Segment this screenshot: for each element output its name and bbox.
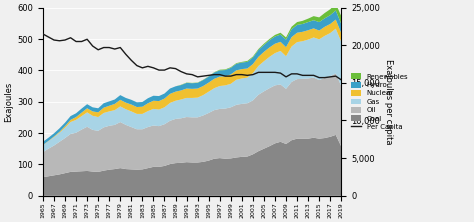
Y-axis label: Exajoules: Exajoules xyxy=(4,81,13,122)
Y-axis label: Exajoules per capita: Exajoules per capita xyxy=(384,59,393,145)
Legend: Renewables, Hydro, Nuclear, Gas, Oil, Coal, Per Capita: Renewables, Hydro, Nuclear, Gas, Oil, Co… xyxy=(351,73,408,130)
